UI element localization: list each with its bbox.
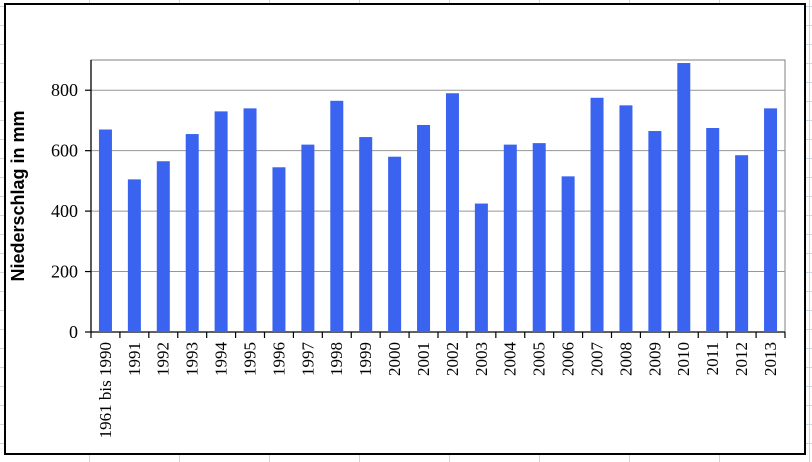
y-tick-label: 600 — [51, 141, 78, 161]
x-category-label: 2001 — [414, 342, 433, 376]
bar — [735, 155, 749, 332]
bar — [243, 108, 257, 332]
bar — [503, 144, 517, 332]
y-tick-label: 800 — [51, 80, 78, 100]
bar — [619, 105, 633, 332]
bar — [417, 124, 431, 332]
x-category-label: 2007 — [587, 342, 606, 377]
x-category-label: 2013 — [761, 342, 780, 376]
x-category-label: 1998 — [327, 342, 346, 376]
bar — [532, 143, 546, 332]
x-category-label: 1996 — [269, 342, 288, 376]
bar — [706, 128, 720, 332]
x-category-label: 2005 — [530, 342, 549, 376]
y-tick-label: 0 — [69, 322, 78, 342]
x-category-label: 1995 — [240, 342, 259, 376]
y-tick-label: 400 — [51, 201, 78, 221]
x-category-label: 1994 — [212, 342, 231, 377]
x-category-label: 2003 — [472, 342, 491, 376]
bar — [185, 134, 199, 332]
x-category-label: 2010 — [674, 342, 693, 376]
bar — [359, 137, 373, 332]
bar — [474, 203, 488, 332]
bar — [648, 131, 662, 332]
y-axis-title: Niederschlag in mm — [8, 110, 28, 281]
bar — [156, 161, 170, 332]
x-category-label: 2012 — [732, 342, 751, 376]
bar — [272, 167, 286, 332]
y-tick-label: 200 — [51, 262, 78, 282]
x-category-label: 2011 — [703, 342, 722, 375]
x-category-label: 1997 — [298, 342, 317, 377]
x-category-label: 2004 — [501, 341, 520, 376]
x-category-label: 2009 — [645, 342, 664, 376]
x-category-label: 2002 — [443, 342, 462, 376]
bar — [214, 111, 228, 332]
bar — [677, 63, 691, 333]
x-category-label: 2008 — [616, 342, 635, 376]
x-category-label: 1992 — [154, 342, 173, 376]
bar — [98, 129, 112, 332]
bar — [301, 144, 315, 332]
bar — [764, 108, 778, 332]
bar — [388, 156, 402, 332]
x-category-label: 1999 — [356, 342, 375, 376]
x-category-label: 1993 — [183, 342, 202, 376]
x-category-label: 2000 — [385, 342, 404, 376]
bar — [445, 93, 459, 332]
x-category-label: 1991 — [125, 342, 144, 376]
x-category-label: 1961 bis 1990 — [96, 342, 115, 438]
bar — [330, 100, 344, 332]
bar — [127, 179, 141, 332]
bar — [561, 176, 575, 332]
bar — [590, 97, 604, 333]
x-category-label: 2006 — [559, 342, 578, 376]
